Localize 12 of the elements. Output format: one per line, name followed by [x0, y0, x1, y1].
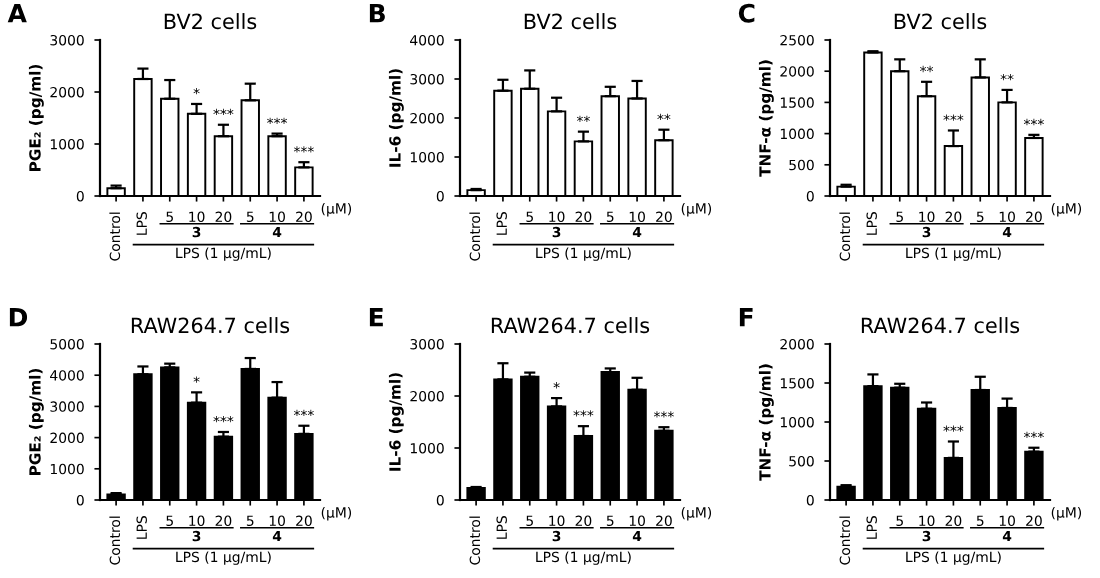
chart-title: BV2 cells — [164, 13, 257, 30]
text: A — [7, 4, 27, 23]
chart-title: RAW264.7 cells — [131, 317, 290, 334]
chart-title: BV2 cells — [524, 13, 617, 30]
text: F — [739, 308, 753, 327]
text: D — [9, 308, 28, 327]
chart-title: RAW264.7 cells — [491, 317, 650, 334]
text: E — [369, 308, 383, 327]
chart-title: RAW264.7 cells — [861, 317, 1020, 334]
text: B — [369, 4, 385, 23]
text: C — [738, 3, 755, 23]
chart-title: BV2 cells — [894, 13, 987, 30]
